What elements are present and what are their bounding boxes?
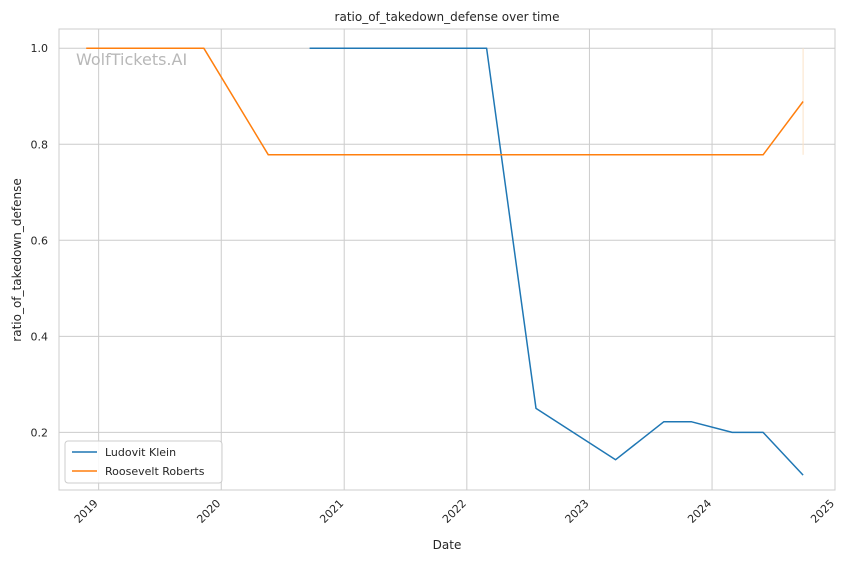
legend-label-roosevelt-roberts: Roosevelt Roberts bbox=[105, 465, 205, 478]
legend-box bbox=[64, 440, 223, 484]
y-tick-label: 0.4 bbox=[31, 330, 49, 343]
series-layer bbox=[86, 47, 804, 476]
series-line-roosevelt-roberts bbox=[86, 47, 804, 156]
legend-label-ludovit-klein: Ludovit Klein bbox=[105, 446, 176, 459]
grid bbox=[59, 29, 836, 490]
x-axis-label: Date bbox=[433, 538, 462, 552]
x-tick-label: 2022 bbox=[440, 497, 469, 526]
chart-title: ratio_of_takedown_defense over time bbox=[335, 10, 560, 24]
y-tick-label: 1.0 bbox=[31, 42, 49, 55]
x-tick-label: 2023 bbox=[563, 497, 592, 526]
x-tick-label: 2021 bbox=[317, 497, 346, 526]
x-tick-label: 2024 bbox=[685, 497, 714, 526]
x-tick-label: 2020 bbox=[194, 497, 223, 526]
y-axis-ticks: 0.2 0.4 0.6 0.8 1.0 bbox=[31, 42, 49, 439]
watermark: WolfTickets.AI bbox=[76, 50, 187, 69]
y-tick-label: 0.6 bbox=[31, 234, 49, 247]
x-tick-label: 2025 bbox=[808, 497, 837, 526]
series-line-ludovit-klein bbox=[309, 47, 804, 476]
x-tick-label: 2019 bbox=[72, 497, 101, 526]
legend: Ludovit Klein Roosevelt Roberts bbox=[64, 440, 223, 484]
plot-frame bbox=[58, 28, 836, 491]
y-tick-label: 0.8 bbox=[31, 138, 49, 151]
x-axis-ticks: 2019 2020 2021 2022 2023 2024 2025 bbox=[72, 497, 837, 526]
y-axis-label: ratio_of_takedown_defense bbox=[10, 178, 24, 341]
y-tick-label: 0.2 bbox=[31, 426, 49, 439]
